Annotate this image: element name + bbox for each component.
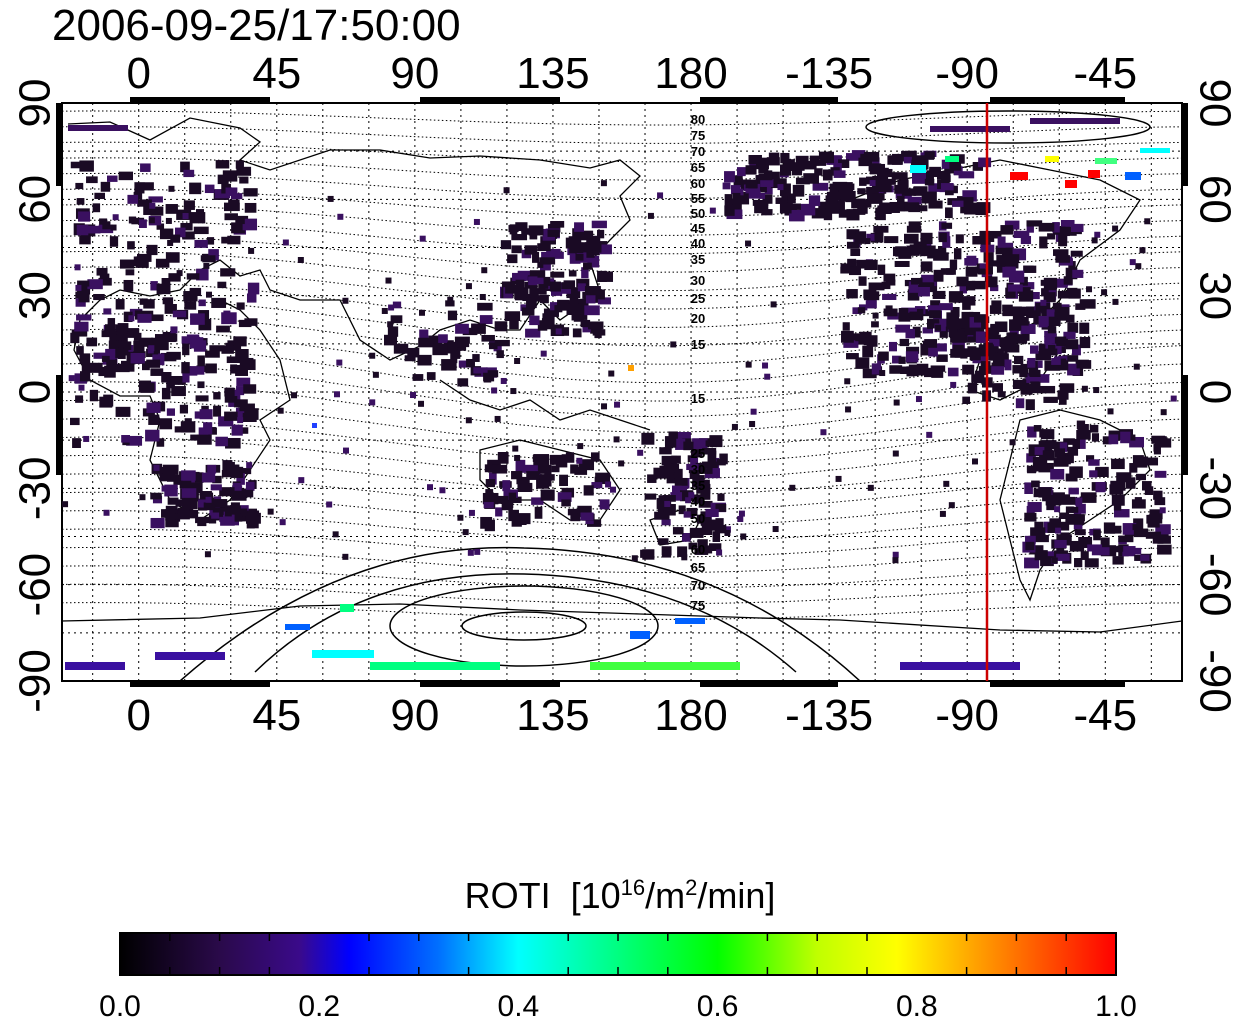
y-tick-label-right: 90	[1190, 79, 1239, 128]
y-tick-label-right: 0	[1190, 380, 1239, 404]
y-tick-label-right: 60	[1190, 175, 1239, 224]
contour-label: 75	[691, 598, 705, 613]
southern-auroral-contours	[179, 110, 1151, 681]
contour-label: 15	[691, 337, 705, 352]
colorbar-unit-prefix: [10	[570, 875, 621, 916]
contour-label: 30	[691, 462, 705, 477]
colorbar-tick-label: 0.2	[298, 990, 340, 1023]
contour-labels: 8075706560555045403530252015152530354050…	[691, 112, 705, 613]
contour-label: 30	[691, 273, 705, 288]
x-tick-label-top: 90	[390, 49, 439, 98]
contour-label: 65	[691, 160, 705, 175]
contour-label: 50	[691, 511, 705, 526]
x-tick-label-bottom: 90	[390, 691, 439, 740]
colorbar-tick-label: 0.0	[99, 990, 141, 1023]
x-tick-label-bottom: -45	[1073, 691, 1137, 740]
contour-label: 60	[691, 542, 705, 557]
x-tick-label-bottom: 0	[126, 691, 150, 740]
x-tick-label-bottom: 45	[252, 691, 301, 740]
x-tick-label-bottom: 180	[654, 691, 727, 740]
colorbar-unit-exp1: 16	[620, 875, 646, 900]
colorbar-tick-label: 1.0	[1095, 990, 1137, 1023]
roti-data-cells	[62, 118, 1177, 670]
axis-bands	[56, 97, 1188, 687]
y-tick-label-right: -30	[1190, 457, 1239, 521]
contour-label: 75	[691, 128, 705, 143]
y-tick-label-right: -90	[1190, 649, 1239, 713]
timestamp-title: 2006-09-25/17:50:00	[52, 1, 461, 50]
contour-label: 35	[691, 252, 705, 267]
x-tick-label-top: 135	[516, 49, 589, 98]
y-tick-label-left: 0	[11, 380, 60, 404]
contour-label: 15	[691, 391, 705, 406]
y-tick-label-left: 90	[11, 79, 60, 128]
x-tick-label-top: -135	[785, 49, 873, 98]
y-tick-label-right: -60	[1190, 553, 1239, 617]
x-tick-label-top: -45	[1073, 49, 1137, 98]
contour-label: 80	[691, 112, 705, 127]
x-tick-label-bottom: 135	[516, 691, 589, 740]
x-tick-label-top: 45	[252, 49, 301, 98]
x-tick-label-top: 0	[126, 49, 150, 98]
colorbar-unit-exp2: 2	[685, 875, 698, 900]
y-tick-label-right: 30	[1190, 271, 1239, 320]
contour-label: 25	[691, 291, 705, 306]
colorbar-tick-label: 0.6	[697, 990, 739, 1023]
contour-label: 50	[691, 206, 705, 221]
y-tick-label-left: -90	[11, 649, 60, 713]
x-tick-label-top: 180	[654, 49, 727, 98]
y-tick-label-left: -30	[11, 457, 60, 521]
x-tick-label-top: -90	[935, 49, 999, 98]
colorbar-title-main: ROTI	[464, 875, 551, 916]
contour-label: 60	[691, 176, 705, 191]
x-tick-label-bottom: -90	[935, 691, 999, 740]
tick-labels: 0 0 45 45 90 90 135 135 180 180 -135 -135 -90 -90 -45 -…	[11, 49, 1240, 740]
y-tick-label-left: -60	[11, 553, 60, 617]
colorbar-title: ROTI [1016/m2/min]	[0, 868, 1240, 916]
y-tick-label-left: 30	[11, 271, 60, 320]
y-tick-label-left: 60	[11, 175, 60, 224]
contour-label: 55	[691, 191, 705, 206]
contour-label: 40	[691, 494, 705, 509]
colorbar-unit-mid: /m	[645, 875, 686, 916]
colorbar-tick-label: 0.8	[896, 990, 938, 1023]
colorbar-unit-suffix: /min]	[697, 875, 776, 916]
contour-label: 40	[691, 236, 705, 251]
contour-label: 25	[691, 446, 705, 461]
contour-label: 70	[691, 578, 705, 593]
contour-label: 70	[691, 144, 705, 159]
contour-label: 35	[691, 478, 705, 493]
colorbar-ticks: 0.0 0.2 0.4 0.6 0.8 1.0	[99, 933, 1137, 1023]
contour-label: 65	[691, 560, 705, 575]
contour-label: 20	[691, 311, 705, 326]
contour-label: 45	[691, 221, 705, 236]
x-tick-label-bottom: -135	[785, 691, 873, 740]
colorbar-tick-label: 0.4	[498, 990, 540, 1023]
